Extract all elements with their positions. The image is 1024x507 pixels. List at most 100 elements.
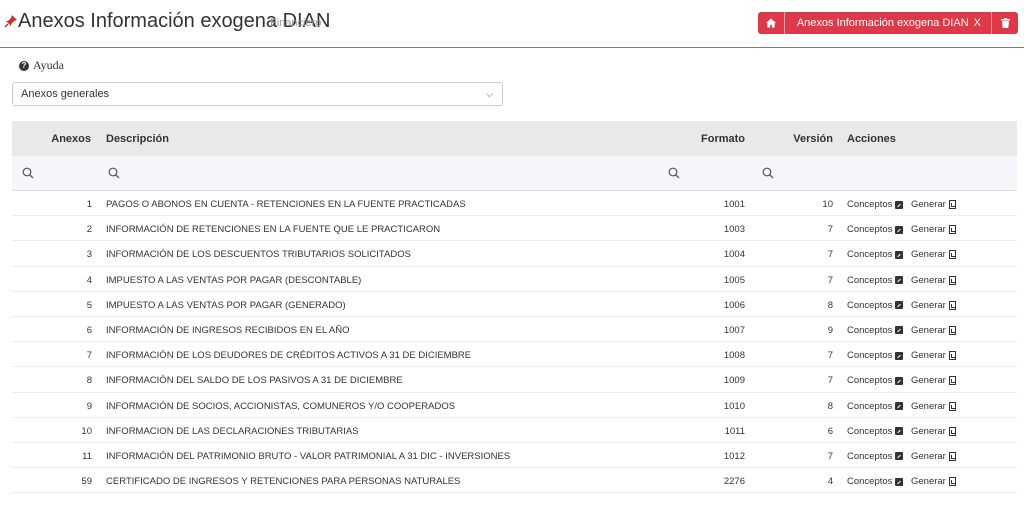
- conceptos-link[interactable]: Conceptos: [847, 199, 904, 210]
- search-icon[interactable]: [762, 167, 774, 179]
- conceptos-link[interactable]: Conceptos: [847, 426, 904, 437]
- search-icon[interactable]: [108, 167, 120, 179]
- table-row: 8 INFORMACIÓN DEL SALDO DE LOS PASIVOS A …: [12, 367, 1017, 393]
- file-icon: [948, 300, 956, 310]
- table-header: Anexos Descripción Formato Versión Accio…: [12, 121, 1017, 156]
- conceptos-link[interactable]: Conceptos: [847, 324, 904, 336]
- breadcrumb-current-page[interactable]: Anexos Información exogena DIAN X: [785, 12, 991, 34]
- breadcrumb-page-label: Anexos Información exogena DIAN: [796, 17, 969, 29]
- generar-link[interactable]: Generar: [911, 426, 956, 437]
- file-icon: [948, 225, 956, 235]
- cell-anexo: 10: [81, 425, 92, 437]
- generar-label: Generar: [911, 425, 946, 437]
- help-label: Ayuda: [33, 58, 64, 72]
- table-row: 7 INFORMACIÓN DE LOS DEUDORES DE CRÉDITOS…: [12, 342, 1017, 368]
- generar-label: Generar: [911, 324, 946, 336]
- cell-anexo: 59: [81, 476, 92, 488]
- cell-descripcion: INFORMACIÓN DE INGRESOS RECIBIDOS EN EL …: [106, 324, 350, 336]
- conceptos-link[interactable]: Conceptos: [847, 451, 904, 462]
- cell-descripcion: INFORMACIÓN DE SOCIOS, ACCIONISTAS, COMU…: [106, 400, 456, 412]
- external-link-icon: [895, 427, 904, 436]
- cell-formato: 1001: [723, 199, 745, 210]
- page-title: Anexos Información exogena DIAN: [18, 10, 331, 32]
- file-icon: [948, 376, 956, 386]
- cell-anexo: 11: [82, 450, 92, 462]
- conceptos-link[interactable]: Conceptos: [847, 249, 904, 261]
- conceptos-link[interactable]: Conceptos: [847, 400, 904, 412]
- conceptos-link[interactable]: Conceptos: [847, 476, 904, 488]
- generar-link[interactable]: Generar: [911, 350, 956, 361]
- cell-formato: 1010: [723, 400, 745, 412]
- cell-anexo: 8: [86, 375, 92, 387]
- generar-link[interactable]: Generar: [911, 401, 956, 412]
- cell-descripcion: INFORMACIÓN DE LOS DESCUENTOS TRIBUTARIO…: [106, 249, 411, 261]
- cell-descripcion: INFORMACIÓN DE LOS DEUDORES DE CRÉDITOS …: [106, 350, 472, 362]
- col-version[interactable]: Versión: [793, 133, 833, 145]
- search-icon[interactable]: [668, 167, 680, 179]
- cell-version: 7: [827, 350, 833, 362]
- pin-icon[interactable]: [4, 14, 18, 28]
- annex-type-select[interactable]: Anexos generales ⌵: [12, 82, 503, 106]
- generar-label: Generar: [911, 476, 946, 488]
- conceptos-label: Conceptos: [847, 249, 893, 261]
- conceptos-label: Conceptos: [847, 199, 893, 210]
- cell-formato: 1011: [724, 425, 745, 437]
- cell-version: 4: [827, 476, 833, 488]
- generar-label: Generar: [911, 249, 946, 261]
- col-descripcion[interactable]: Descripción: [106, 133, 169, 145]
- generar-link[interactable]: Generar: [911, 476, 956, 487]
- cell-descripcion: INFORMACION DE LAS DECLARACIONES TRIBUTA…: [106, 425, 359, 437]
- delete-button[interactable]: [992, 12, 1018, 34]
- cell-version: 7: [827, 450, 833, 462]
- external-link-icon: [895, 351, 904, 360]
- cell-descripcion: IMPUESTO A LAS VENTAS POR PAGAR (GENERAD…: [106, 299, 346, 311]
- cell-anexo: 7: [86, 350, 92, 362]
- col-anexos[interactable]: Anexos: [51, 133, 91, 145]
- cell-descripcion: INFORMACIÓN DEL PATRIMONIO BRUTO - VALOR…: [106, 450, 511, 462]
- cell-version: 9: [827, 324, 833, 336]
- generar-link[interactable]: Generar: [911, 275, 956, 286]
- cell-descripcion: IMPUESTO A LAS VENTAS POR PAGAR (DESCONT…: [106, 274, 362, 286]
- annex-type-value: Anexos generales: [21, 88, 110, 100]
- generar-link[interactable]: Generar: [911, 224, 956, 235]
- table-row: 11 INFORMACIÓN DEL PATRIMONIO BRUTO - VAL…: [12, 443, 1017, 469]
- col-formato[interactable]: Formato: [701, 133, 745, 145]
- file-icon: [948, 451, 956, 461]
- generar-link[interactable]: Generar: [911, 325, 956, 336]
- conceptos-link[interactable]: Conceptos: [847, 224, 904, 235]
- conceptos-label: Conceptos: [847, 476, 893, 488]
- home-icon: [765, 18, 776, 28]
- module-name: Financiero: [270, 17, 322, 29]
- external-link-icon: [895, 326, 904, 335]
- generar-link[interactable]: Generar: [911, 199, 956, 210]
- help-link[interactable]: ? Ayuda: [19, 58, 64, 73]
- file-icon: [948, 325, 956, 335]
- external-link-icon: [895, 402, 904, 410]
- cell-anexo: 5: [86, 299, 92, 311]
- generar-label: Generar: [911, 450, 946, 462]
- cell-formato: 1008: [723, 350, 745, 362]
- conceptos-label: Conceptos: [847, 400, 893, 412]
- generar-link[interactable]: Generar: [911, 451, 956, 462]
- search-icon[interactable]: [22, 167, 34, 179]
- generar-link[interactable]: Generar: [911, 249, 956, 260]
- filter-row: [12, 156, 1017, 191]
- cell-version: 7: [827, 249, 833, 261]
- cell-descripcion: PAGOS O ABONOS EN CUENTA - RETENCIONES E…: [106, 199, 466, 210]
- home-button[interactable]: [758, 12, 784, 34]
- cell-formato: 1003: [723, 224, 745, 236]
- cell-formato: 1006: [723, 299, 745, 311]
- external-link-icon: [895, 452, 904, 461]
- generar-link[interactable]: Generar: [911, 300, 956, 311]
- conceptos-link[interactable]: Conceptos: [847, 375, 904, 386]
- conceptos-link[interactable]: Conceptos: [847, 275, 904, 286]
- cell-anexo: 3: [86, 249, 92, 261]
- conceptos-link[interactable]: Conceptos: [847, 350, 904, 361]
- file-icon: [948, 351, 956, 361]
- close-tab-button[interactable]: X: [973, 17, 981, 29]
- generar-link[interactable]: Generar: [911, 375, 956, 386]
- generar-label: Generar: [911, 299, 946, 311]
- cell-formato: 1005: [723, 274, 745, 286]
- conceptos-label: Conceptos: [847, 324, 893, 336]
- conceptos-link[interactable]: Conceptos: [847, 300, 904, 311]
